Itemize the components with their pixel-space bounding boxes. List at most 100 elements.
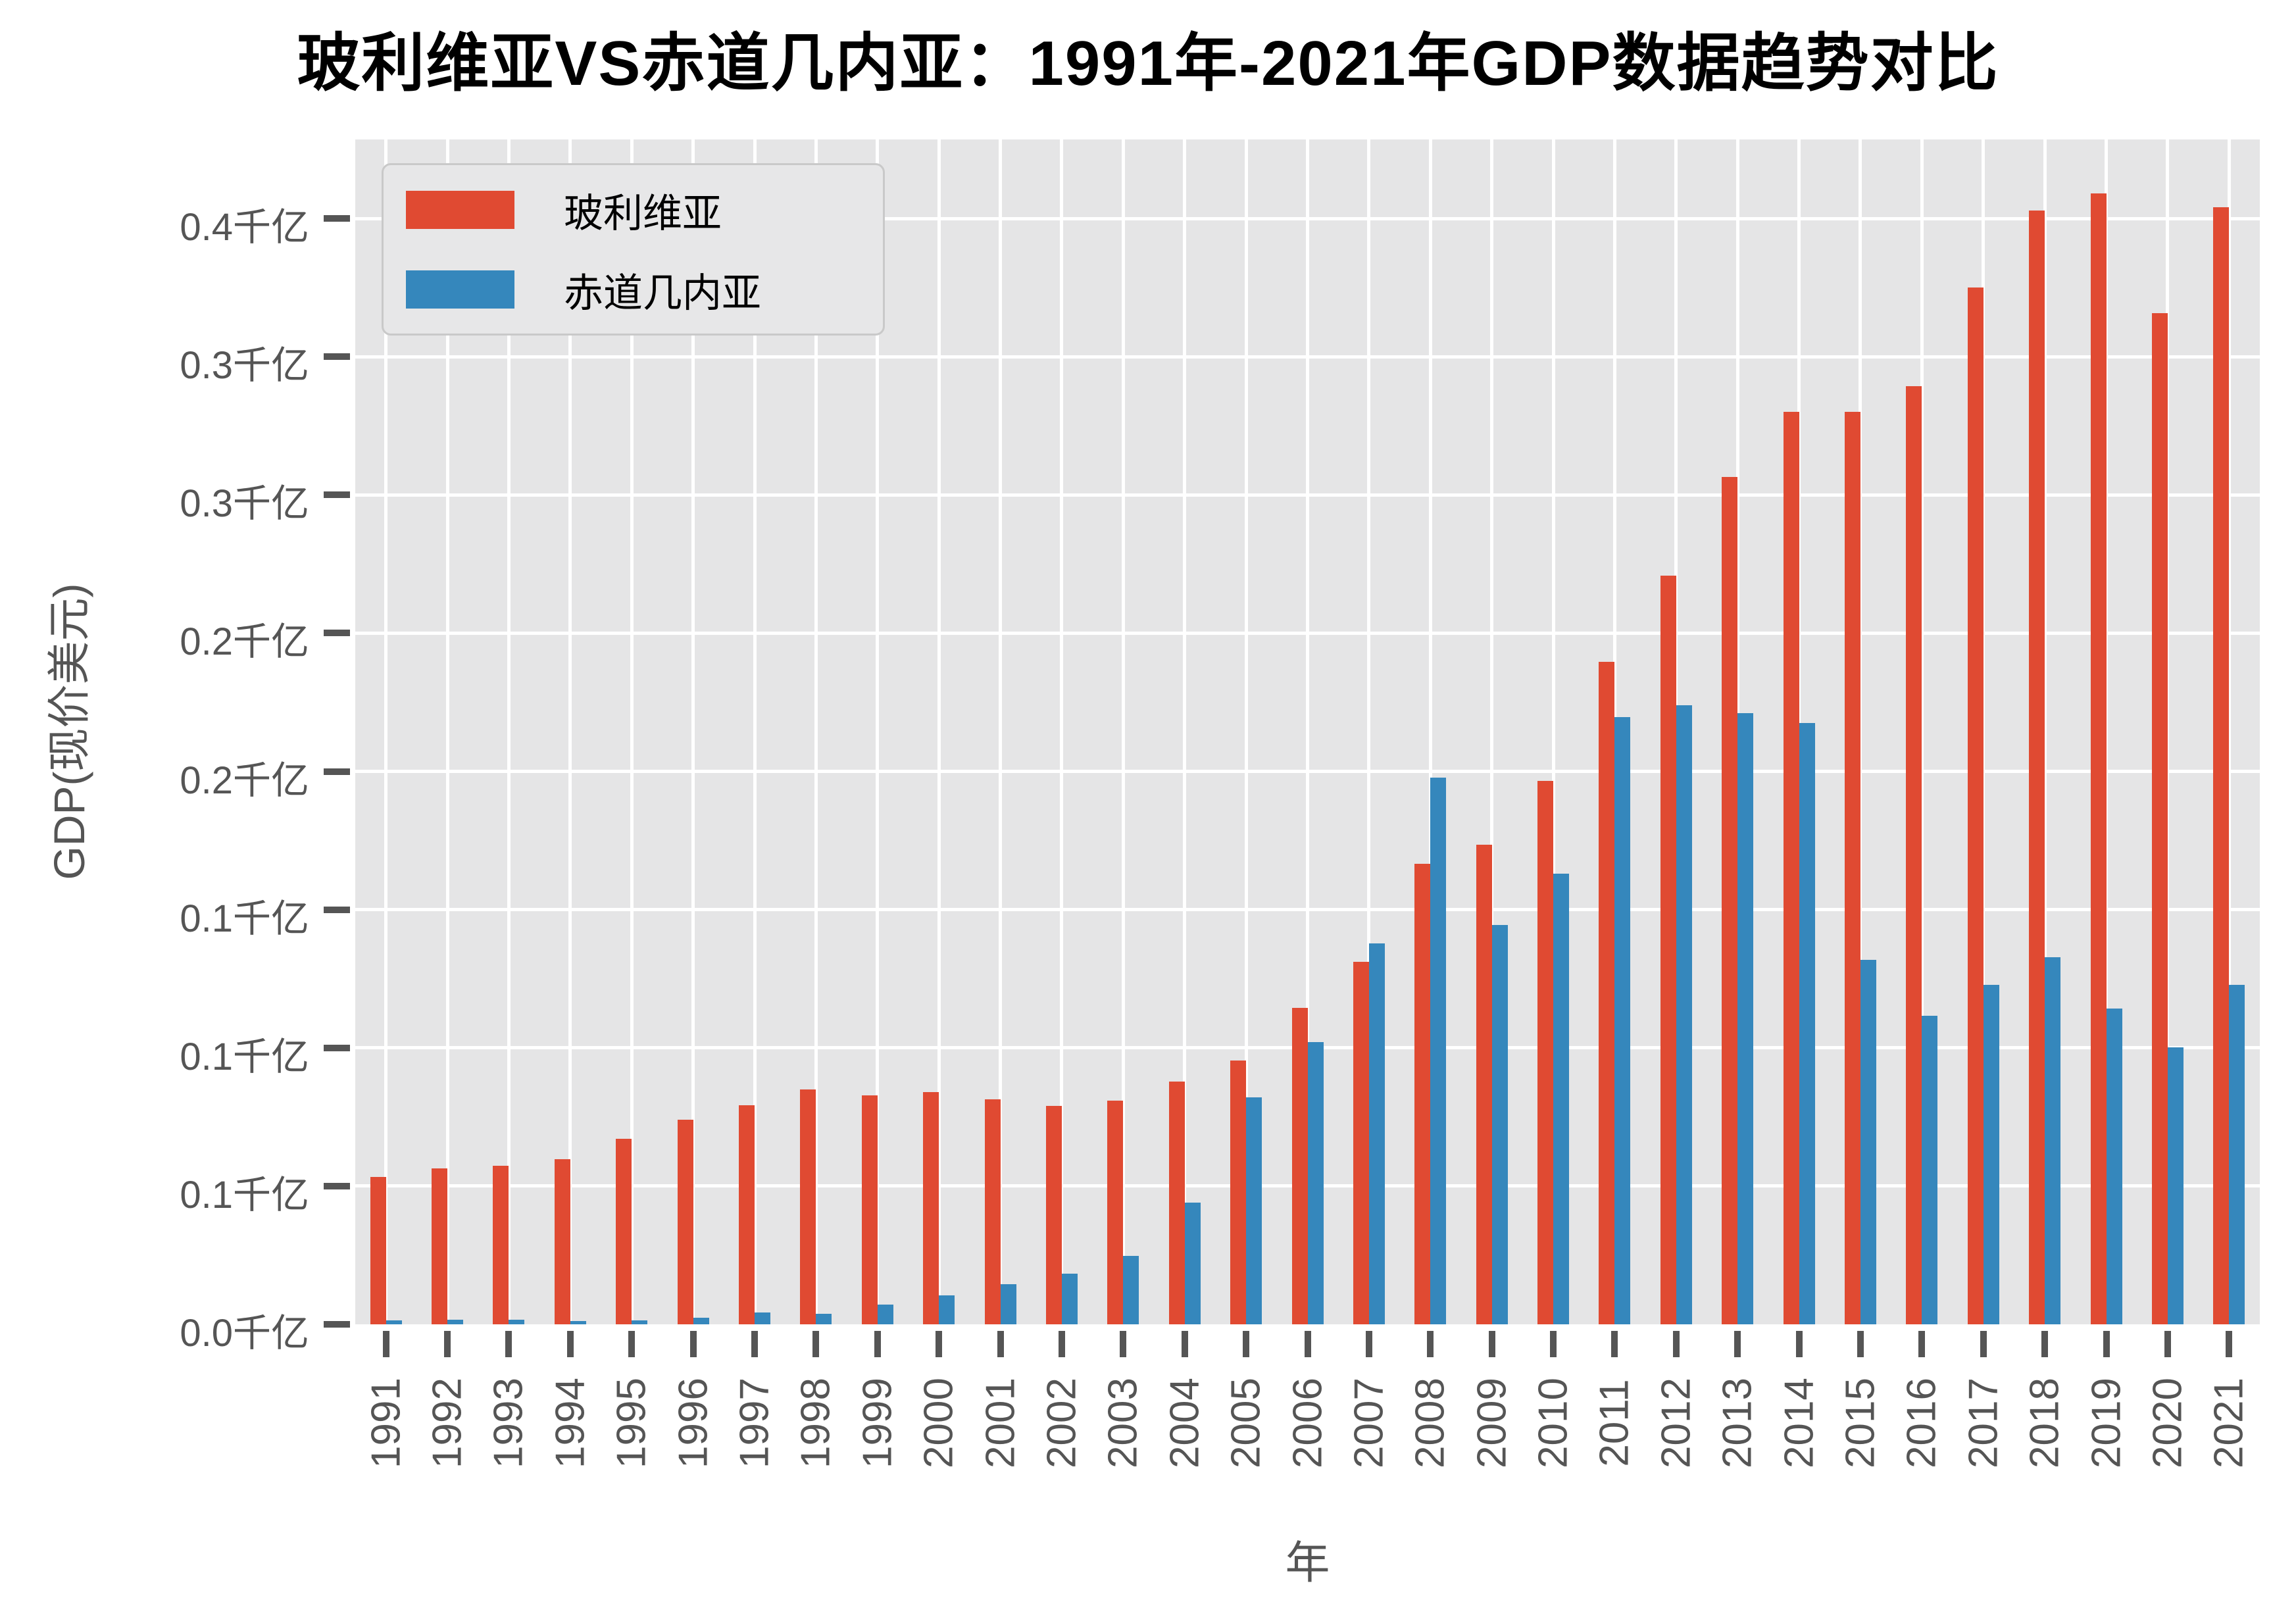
x-tick-label-2014: 2014	[1776, 1378, 1822, 1468]
x-tick-label-2007: 2007	[1346, 1378, 1392, 1468]
x-axis-title: 年	[1285, 1538, 1330, 1588]
x-tick-mark	[689, 1331, 697, 1357]
plot-area	[355, 139, 2260, 1324]
vertical-gridline	[568, 139, 572, 1324]
x-tick-label-1993: 1993	[486, 1378, 532, 1468]
vertical-gridline	[1367, 139, 1371, 1324]
bolivia-bar-2021	[2213, 207, 2230, 1324]
x-tick-mark	[751, 1331, 759, 1357]
bolivia-bar-2011	[1599, 662, 1615, 1324]
x-tick-label-1998: 1998	[793, 1378, 839, 1468]
y-tick-label: 0.3千亿	[180, 482, 309, 526]
equatorial-guinea-bar-2005	[1246, 1097, 1262, 1324]
bolivia-bar-2009	[1476, 845, 1492, 1324]
equatorial-guinea-bar-1991	[386, 1320, 402, 1324]
equatorial-guinea-bar-2010	[1553, 874, 1570, 1324]
x-tick-mark	[1488, 1331, 1495, 1357]
x-tick-mark	[2103, 1331, 2110, 1357]
x-tick-mark	[936, 1331, 943, 1357]
vertical-gridline	[1490, 139, 1494, 1324]
equatorial-guinea-bar-2018	[2045, 957, 2061, 1324]
chart-title: 玻利维亚VS赤道几内亚：1991年-2021年GDP数据趋势对比	[297, 28, 1999, 99]
y-tick-label: 0.0千亿	[180, 1312, 309, 1355]
x-tick-label-2017: 2017	[1960, 1378, 2007, 1468]
x-tick-label-1994: 1994	[547, 1378, 593, 1468]
x-tick-label-2002: 2002	[1039, 1378, 1085, 1468]
bolivia-bar-1999	[861, 1095, 878, 1324]
equatorial-guinea-bar-2006	[1307, 1042, 1324, 1324]
y-tick-mark	[324, 630, 350, 637]
bolivia-bar-2000	[923, 1092, 939, 1324]
x-tick-mark	[1427, 1331, 1434, 1357]
equatorial-guinea-bar-2009	[1491, 925, 1508, 1324]
x-tick-label-2020: 2020	[2145, 1378, 2191, 1468]
equatorial-guinea-bar-2015	[1860, 960, 1876, 1324]
bolivia-bar-2015	[1844, 412, 1860, 1324]
equatorial-guinea-bar-2016	[1922, 1016, 1938, 1324]
x-tick-label-2015: 2015	[1837, 1378, 1884, 1468]
bolivia-bar-2017	[1967, 287, 1984, 1324]
legend: 玻利维亚 赤道几内亚	[382, 163, 885, 336]
y-tick-mark	[324, 1182, 350, 1189]
y-tick-mark	[324, 353, 350, 361]
x-tick-mark	[1058, 1331, 1065, 1357]
vertical-gridline	[2043, 139, 2047, 1324]
x-tick-label-2019: 2019	[2084, 1378, 2130, 1468]
vertical-gridline	[384, 139, 388, 1324]
x-tick-label-1999: 1999	[855, 1378, 901, 1468]
x-tick-mark	[874, 1331, 881, 1357]
x-tick-mark	[1795, 1331, 1803, 1357]
y-axis-title: GDP(现价美元)	[45, 583, 93, 880]
equatorial-guinea-bar-1996	[693, 1318, 709, 1324]
bolivia-bar-1992	[432, 1168, 448, 1324]
y-tick-mark	[324, 1321, 350, 1328]
y-tick-mark	[324, 1044, 350, 1051]
equatorial-guinea-bar-2019	[2106, 1009, 2122, 1324]
y-tick-label: 0.1千亿	[180, 1035, 309, 1078]
equatorial-guinea-bar-1998	[816, 1314, 832, 1324]
vertical-gridline	[937, 139, 941, 1324]
equatorial-guinea-bar-2011	[1614, 717, 1631, 1324]
equatorial-guinea-bar-2001	[1000, 1284, 1016, 1324]
y-tick-label: 0.1千亿	[180, 1173, 309, 1216]
vertical-gridline	[1859, 139, 1862, 1324]
legend-item: 玻利维亚	[406, 190, 722, 236]
vertical-gridline	[814, 139, 818, 1324]
bolivia-bar-2006	[1291, 1008, 1308, 1324]
x-tick-mark	[1365, 1331, 1372, 1357]
x-tick-label-2018: 2018	[2022, 1378, 2068, 1468]
bolivia-bar-2019	[2090, 193, 2107, 1324]
vertical-gridline	[1920, 139, 1924, 1324]
x-tick-mark	[2164, 1331, 2171, 1357]
x-tick-label-2010: 2010	[1530, 1378, 1576, 1468]
vertical-gridline	[2227, 139, 2231, 1324]
bolivia-bar-2004	[1168, 1082, 1185, 1324]
vertical-gridline	[1306, 139, 1309, 1324]
vertical-gridline	[753, 139, 757, 1324]
x-tick-label-1991: 1991	[363, 1378, 409, 1468]
equatorial-guinea-bar-1992	[447, 1320, 464, 1324]
equatorial-guinea-bar-2014	[1799, 723, 1815, 1324]
equatorial-guinea-bar-1997	[755, 1312, 771, 1324]
x-tick-label-2009: 2009	[1469, 1378, 1515, 1468]
bolivia-bar-2020	[2151, 313, 2168, 1324]
x-tick-mark	[628, 1331, 636, 1357]
bolivia-bar-2005	[1230, 1061, 1247, 1324]
x-tick-mark	[1243, 1331, 1250, 1357]
x-tick-label-2001: 2001	[978, 1378, 1024, 1468]
x-tick-label-2008: 2008	[1407, 1378, 1453, 1468]
equatorial-guinea-bar-1995	[632, 1320, 648, 1324]
vertical-gridline	[630, 139, 634, 1324]
bolivia-bar-2007	[1353, 962, 1369, 1324]
y-tick-label: 0.3千亿	[180, 344, 309, 387]
x-tick-mark	[444, 1331, 451, 1357]
equatorial-guinea-bar-2002	[1061, 1274, 1078, 1324]
x-tick-label-2021: 2021	[2206, 1378, 2252, 1468]
equatorial-guinea-bar-2017	[1983, 985, 1999, 1324]
vertical-gridline	[1183, 139, 1187, 1324]
x-tick-mark	[1918, 1331, 1926, 1357]
y-tick-mark	[324, 215, 350, 222]
x-tick-label-2000: 2000	[916, 1378, 962, 1468]
equatorial-guinea-bar-2008	[1430, 778, 1447, 1324]
vertical-gridline	[445, 139, 449, 1324]
